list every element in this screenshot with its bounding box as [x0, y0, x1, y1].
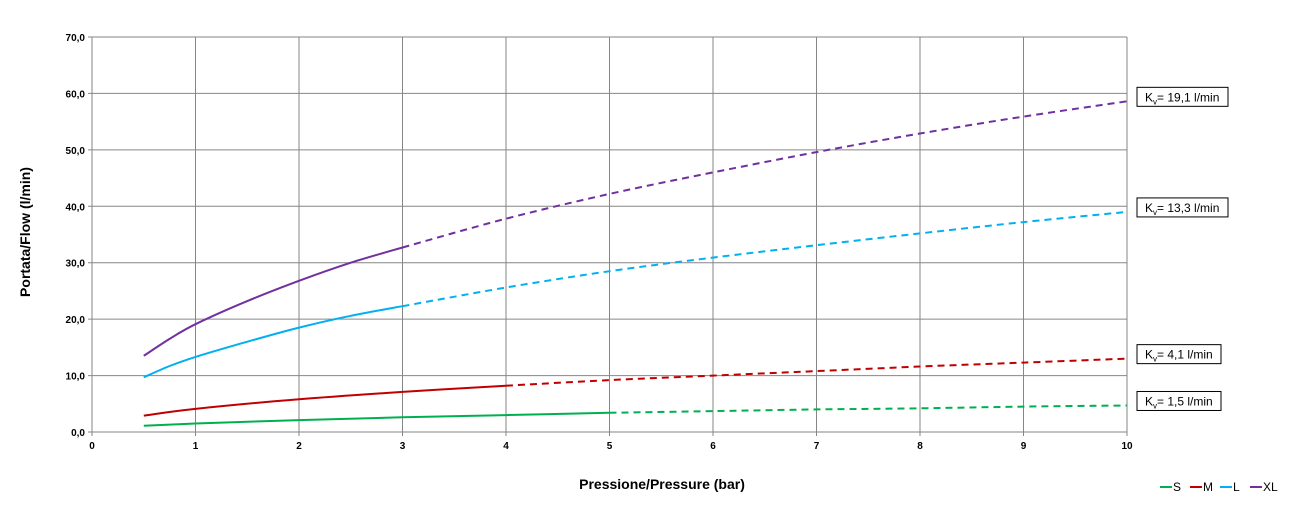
tick-labels: 0 1 2 3 4 5 6 7 8 9 10 0,0 10,0 20,0 30,0 40,0 50,0 60,0 7…: [66, 33, 1133, 452]
x-tick-label: 0: [89, 441, 95, 452]
y-tick-label: 10,0: [66, 372, 86, 383]
x-tick-label: 5: [607, 441, 613, 452]
kv-label-text: Kv= 1,5 l/min: [1145, 394, 1213, 410]
x-tick-label: 3: [400, 441, 406, 452]
kv-label-l: Kv= 13,3 l/min: [1136, 197, 1229, 218]
kv-label-box: [1136, 390, 1222, 411]
series-l-projection-line: [402, 210, 1128, 308]
kv-label-text: Kv= 19,1 l/min: [1145, 90, 1219, 106]
kv-label-m: Kv= 4,1 l/min: [1136, 344, 1222, 365]
legend-label-s: S: [1173, 480, 1181, 494]
y-tick-label: 0,0: [71, 428, 85, 439]
series-xl-line: [143, 246, 403, 357]
y-tick-label: 20,0: [66, 315, 86, 326]
series-l-line: [143, 305, 403, 379]
kv-label-text: Kv= 13,3 l/min: [1145, 201, 1219, 217]
series-lines: [143, 100, 1128, 427]
kv-label-s: Kv= 1,5 l/min: [1136, 390, 1222, 411]
gridlines: [88, 36, 1128, 436]
kv-labels: Kv= 1,5 l/min Kv= 4,1 l/min Kv= 13,3 l/min…: [1136, 86, 1229, 411]
kv-label-text: Kv= 4,1 l/min: [1145, 348, 1213, 364]
kv-label-box: [1136, 197, 1229, 218]
x-tick-label: 6: [710, 441, 716, 452]
y-tick-label: 60,0: [66, 89, 86, 100]
legend: S M L XL: [1160, 480, 1278, 494]
y-tick-label: 30,0: [66, 259, 86, 270]
series-m-projection-line: [505, 357, 1128, 387]
legend-label-l: L: [1233, 480, 1240, 494]
legend-label-m: M: [1203, 480, 1213, 494]
x-tick-label: 9: [1021, 441, 1027, 452]
series-s-projection-line: [609, 404, 1128, 414]
y-tick-label: 40,0: [66, 202, 86, 213]
x-tick-label: 2: [296, 441, 302, 452]
x-tick-label: 8: [917, 441, 923, 452]
x-axis-title: Pressione/Pressure (bar): [579, 476, 745, 492]
legend-label-xl: XL: [1263, 480, 1278, 494]
kv-label-box: [1136, 344, 1222, 365]
x-tick-label: 1: [193, 441, 199, 452]
series-s-line: [143, 411, 610, 427]
y-axis-title: Portata/Flow (l/min): [17, 167, 33, 297]
kv-label-xl: Kv= 19,1 l/min: [1136, 86, 1229, 107]
x-tick-label: 4: [503, 441, 509, 452]
kv-label-box: [1136, 86, 1229, 107]
y-tick-label: 70,0: [66, 33, 86, 44]
series-m-line: [143, 384, 507, 417]
x-tick-label: 7: [814, 441, 820, 452]
series-xl-projection-line: [402, 100, 1128, 249]
y-tick-label: 50,0: [66, 146, 86, 157]
x-tick-label: 10: [1121, 441, 1133, 452]
